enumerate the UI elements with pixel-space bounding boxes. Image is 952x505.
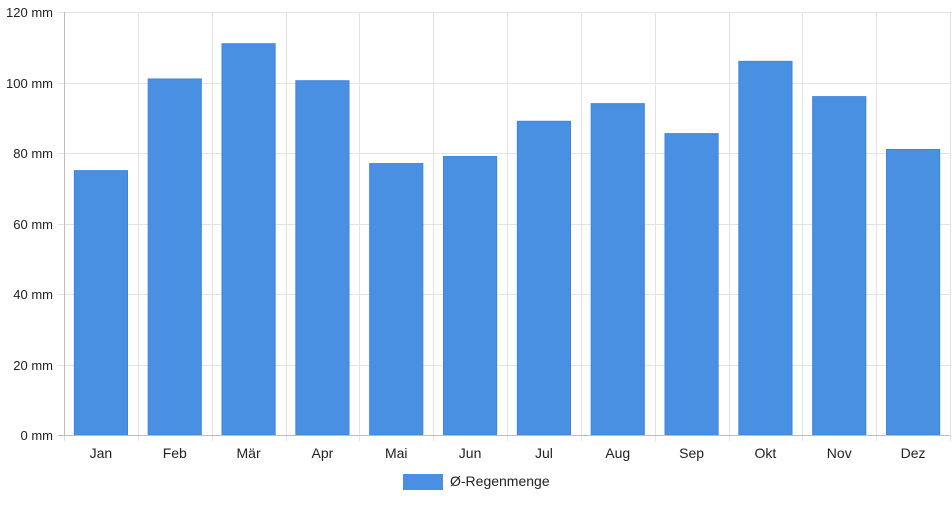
bar-okt[interactable] [738, 60, 793, 436]
x-tick-label: Jul [535, 445, 553, 461]
y-tick-label: 60 mm [13, 217, 53, 232]
x-tick-label: Nov [827, 445, 852, 461]
axes [58, 12, 950, 436]
bar-series [73, 43, 941, 436]
x-tick-label: Apr [312, 445, 334, 461]
y-axis-ticks: 0 mm 20 mm 40 mm 60 mm 80 mm 100 mm 120 mm [6, 5, 53, 443]
bar-nov[interactable] [812, 96, 867, 436]
x-tick-label: Jan [90, 445, 113, 461]
bar-dez[interactable] [886, 148, 941, 436]
bar-jul[interactable] [516, 120, 571, 436]
bar-feb[interactable] [147, 78, 202, 436]
bar-apr[interactable] [295, 80, 350, 436]
x-tick-label: Mär [237, 445, 261, 461]
bar-aug[interactable] [590, 103, 645, 436]
legend-swatch[interactable] [403, 474, 443, 490]
x-axis-ticks: Jan Feb Mär Apr Mai Jun Jul Aug Sep Okt Nov Dez [90, 445, 926, 461]
y-tick-label: 40 mm [13, 287, 53, 302]
y-tick-label: 80 mm [13, 146, 53, 161]
bar-mär[interactable] [221, 43, 276, 436]
legend-label[interactable]: Ø-Regenmenge [450, 473, 550, 489]
x-tick-label: Mai [385, 445, 408, 461]
y-tick-label: 0 mm [21, 428, 54, 443]
x-tick-label: Jun [459, 445, 482, 461]
grid-lines [58, 12, 951, 441]
y-tick-label: 20 mm [13, 358, 53, 373]
bar-mai[interactable] [369, 163, 424, 436]
x-tick-label: Okt [755, 445, 777, 461]
x-tick-label: Sep [679, 445, 704, 461]
y-tick-label: 120 mm [6, 5, 53, 20]
bar-sep[interactable] [664, 133, 719, 436]
y-tick-label: 100 mm [6, 76, 53, 91]
x-tick-label: Aug [605, 445, 630, 461]
legend[interactable]: Ø-Regenmenge [403, 473, 550, 490]
x-tick-label: Dez [901, 445, 926, 461]
bar-jun[interactable] [443, 156, 498, 436]
x-tick-label: Feb [163, 445, 187, 461]
bar-jan[interactable] [73, 170, 128, 436]
